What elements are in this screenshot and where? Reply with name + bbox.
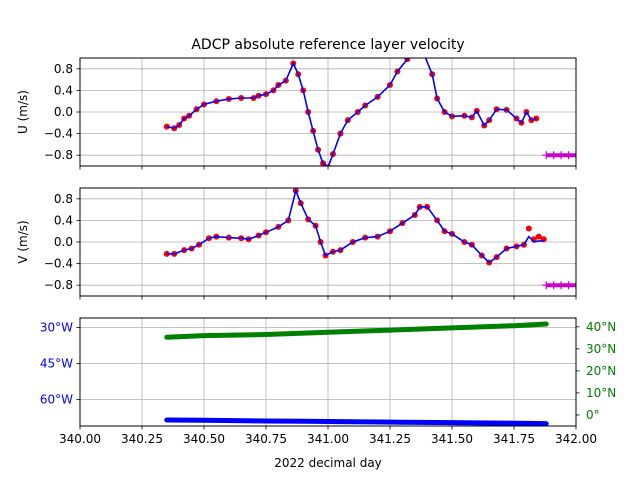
y-tick-label: 0.0 bbox=[54, 235, 73, 249]
series-line bbox=[166, 58, 537, 166]
x-tick-label: 341.25 bbox=[369, 432, 411, 446]
latitude-tick-label: 30°N bbox=[586, 342, 616, 356]
y-tick-label: 0.4 bbox=[54, 213, 73, 227]
latitude-tick-label: 0° bbox=[586, 408, 600, 422]
panel-u: 0.8 0.4 0.0 −0.4 −0.8 U (m/s) bbox=[16, 57, 577, 170]
chart-title: ADCP absolute reference layer velocity bbox=[191, 37, 464, 53]
position-track bbox=[164, 417, 549, 426]
data-point bbox=[163, 123, 170, 130]
plus-marker bbox=[549, 151, 558, 160]
longitude-tick-label: 30°W bbox=[40, 321, 73, 335]
latitude-tick-label: 10°N bbox=[586, 386, 616, 400]
x-tick-label: 341.50 bbox=[431, 432, 473, 446]
data-point bbox=[525, 225, 532, 232]
y-tick-label: −0.8 bbox=[44, 148, 73, 162]
y-tick-label: −0.4 bbox=[44, 257, 73, 271]
series-line bbox=[166, 188, 544, 264]
longitude-tick-label: 60°W bbox=[40, 393, 73, 407]
plus-marker bbox=[542, 281, 551, 290]
data-point bbox=[535, 233, 542, 240]
panel-position: 340.00 340.25 340.50 340.75 341.00 341.25 341.… bbox=[40, 317, 616, 470]
plus-marker bbox=[557, 151, 566, 160]
data-point bbox=[533, 115, 540, 122]
x-tick-label: 340.25 bbox=[121, 432, 163, 446]
plus-marker bbox=[572, 151, 576, 160]
y-tick-label: 0.8 bbox=[54, 192, 73, 206]
panel-v: 0.8 0.4 0.0 −0.4 −0.8 V (m/s) bbox=[16, 187, 577, 300]
y-tick-label: −0.4 bbox=[44, 127, 73, 141]
plus-marker bbox=[564, 281, 573, 290]
y-tick-label: 0.8 bbox=[54, 62, 73, 76]
plus-marker bbox=[542, 151, 551, 160]
x-tick-label: 340.75 bbox=[245, 432, 287, 446]
x-tick-label: 342.00 bbox=[555, 432, 597, 446]
plus-marker bbox=[557, 281, 566, 290]
x-tick-label: 341.00 bbox=[307, 432, 349, 446]
plus-marker bbox=[564, 151, 573, 160]
y-tick-label: 0.0 bbox=[54, 105, 73, 119]
y-tick-label: 0.4 bbox=[54, 83, 73, 97]
x-axis-label: 2022 decimal day bbox=[274, 456, 382, 470]
latitude-tick-label: 20°N bbox=[586, 364, 616, 378]
x-tick-label: 340.50 bbox=[183, 432, 225, 446]
x-tick-label: 340.00 bbox=[59, 432, 101, 446]
x-tick-label: 341.75 bbox=[493, 432, 535, 446]
panel-v-ylabel: V (m/s) bbox=[16, 220, 30, 263]
latitude-tick-label: 40°N bbox=[586, 320, 616, 334]
y-tick-label: −0.8 bbox=[44, 278, 73, 292]
position-track bbox=[164, 321, 549, 340]
plus-marker bbox=[572, 281, 576, 290]
plus-marker bbox=[549, 281, 558, 290]
panel-u-ylabel: U (m/s) bbox=[16, 90, 30, 134]
longitude-tick-label: 45°W bbox=[40, 357, 73, 371]
